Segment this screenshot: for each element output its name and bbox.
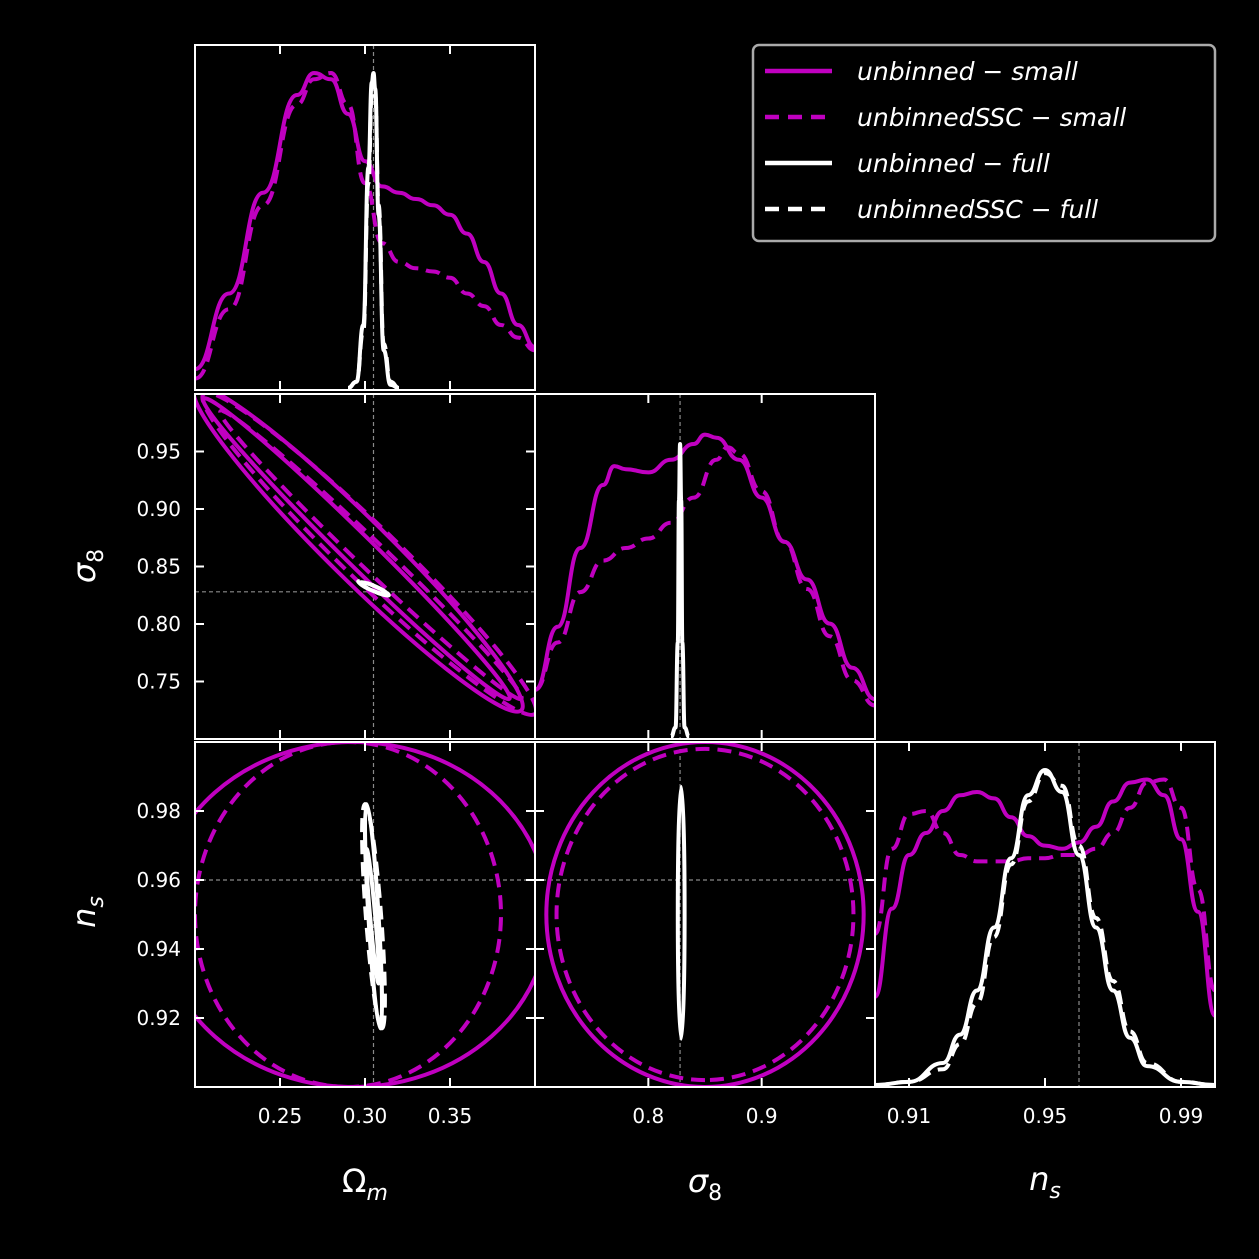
x-tick-label-s8: 0.8	[632, 1104, 664, 1128]
legend-label: unbinned − small	[857, 57, 1078, 86]
x-tick-label-s8: 0.9	[746, 1104, 778, 1128]
contour-small	[544, 742, 866, 1087]
y-tick-label-ns: 0.92	[136, 1006, 181, 1030]
contours	[195, 742, 535, 1087]
legend: unbinned − small unbinnedSSC − small unbin…	[751, 43, 1217, 243]
contour-full	[360, 802, 387, 1031]
x-axis-label-ns: ns	[1029, 1160, 1061, 1204]
contour-panel-om-s8: 0.75 0.80 0.85 0.90 0.95	[136, 393, 536, 740]
marginal-panel-om	[194, 44, 536, 391]
y-tick-label-s8: 0.85	[136, 555, 181, 579]
y-tick-label-s8: 0.90	[136, 497, 181, 521]
marginal-series-ns	[875, 771, 1215, 1087]
legend-frame	[751, 43, 1217, 243]
legend-label: unbinnedSSC − full	[857, 195, 1098, 224]
contour-full	[356, 579, 391, 598]
y-tick-label-s8: 0.80	[136, 612, 181, 636]
y-axis-label-s8: σ8	[65, 549, 109, 583]
contours	[535, 742, 875, 1087]
panel-frame	[194, 393, 536, 740]
marginal-series-s8	[535, 432, 875, 702]
panel-bg	[535, 742, 875, 1087]
x-tick-label-ns: 0.91	[887, 1104, 932, 1128]
contour-panel-s8-ns: 0.8 0.9	[534, 741, 876, 1128]
y-tick-label-ns: 0.94	[136, 937, 181, 961]
x-axis-label-om: Ωm	[342, 1162, 388, 1206]
x-tick-label-om: 0.25	[258, 1104, 303, 1128]
contour-full	[675, 784, 687, 1041]
x-axis-label-s8: σ8	[688, 1162, 722, 1206]
contour-panel-om-ns: 0.25 0.30 0.35 0.92 0.94 0.96 0.98	[136, 741, 536, 1128]
marginal-series-s8	[535, 445, 875, 708]
marginal-panel-ns: 0.91 0.95 0.99	[874, 741, 1216, 1128]
panel-bg	[875, 742, 1215, 1087]
panels: 0.91 0.95 0.99 0.75 0.80 0.85 0.90 0.95 0.25 0.30…	[136, 44, 1216, 1128]
marginal-curves	[535, 394, 875, 739]
y-axis-label-ns: ns	[65, 896, 109, 928]
legend-label: unbinned − full	[857, 149, 1050, 178]
marginal-series-ns	[875, 777, 1215, 1018]
marginal-series-ns	[875, 767, 1215, 1087]
y-tick-label-ns: 0.96	[136, 868, 181, 892]
marginal-series-om	[195, 70, 535, 372]
marginal-curves	[195, 45, 535, 390]
x-tick-label-om: 0.30	[343, 1104, 388, 1128]
panel-bg	[535, 394, 875, 739]
legend-label: unbinnedSSC − small	[857, 103, 1126, 132]
marginal-series-ns	[875, 777, 1215, 993]
x-tick-label-om: 0.35	[428, 1104, 473, 1128]
marginal-panel-s8	[534, 393, 876, 740]
contour-small	[218, 408, 524, 702]
contour-full	[364, 846, 382, 986]
axis-labels: Ωm σ8 ns σ8 ns	[65, 549, 1061, 1206]
marginal-series-om	[347, 77, 400, 390]
y-tick-label-s8: 0.95	[136, 440, 181, 464]
marginal-series-s8	[670, 442, 691, 739]
x-tick-label-ns: 0.95	[1023, 1104, 1068, 1128]
panel-frame	[194, 44, 536, 391]
y-tick-label-s8: 0.75	[136, 670, 181, 694]
contour-small	[554, 746, 856, 1083]
y-tick-label-ns: 0.98	[136, 799, 181, 823]
contours	[195, 394, 535, 739]
x-tick-label-ns: 0.99	[1159, 1104, 1204, 1128]
marginal-curves	[875, 742, 1215, 1087]
panel-frame	[534, 741, 876, 1088]
